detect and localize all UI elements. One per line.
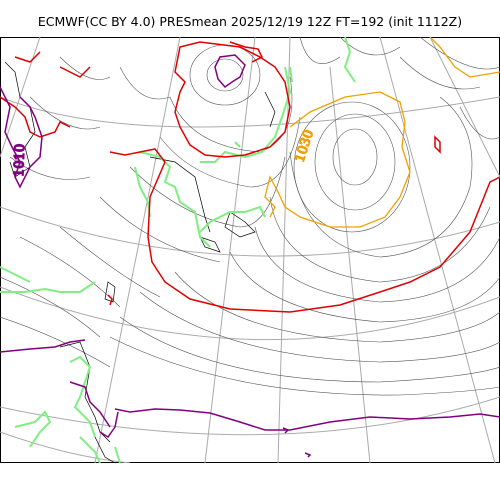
purple-isobars: 1010	[0, 54, 500, 458]
latlon-grid	[0, 37, 500, 463]
isobars-minor	[0, 37, 500, 396]
pressure-map: 1030 1010	[0, 37, 500, 463]
map-title: ECMWF(CC BY 4.0) PRESmean 2025/12/19 12Z…	[37, 14, 463, 29]
contour-label-1010: 1010	[12, 144, 28, 178]
red-isobars	[0, 41, 500, 313]
